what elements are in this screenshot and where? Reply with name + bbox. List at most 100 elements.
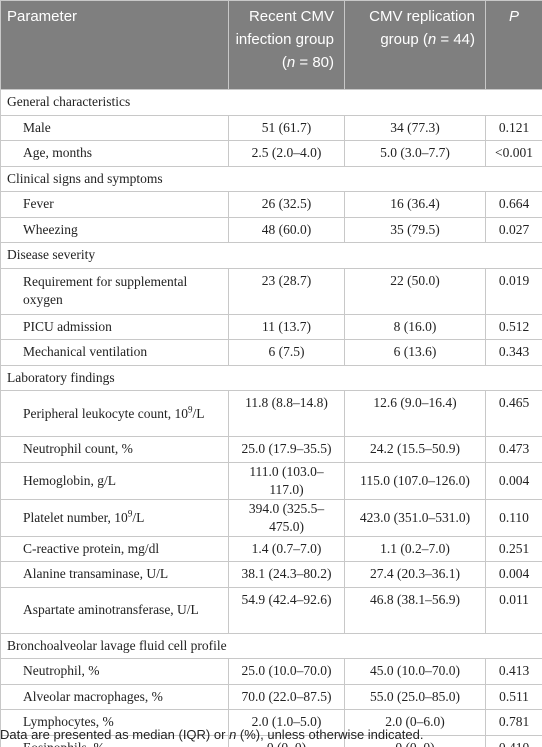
value-cell: 6 (7.5) (228, 339, 345, 366)
text-run: PICU admission (23, 318, 112, 334)
cell-text: 6 (13.6) (393, 344, 437, 360)
cell-text: 1.4 (0.7–7.0) (251, 540, 322, 556)
value-cell: 5.0 (3.0–7.7) (344, 140, 486, 167)
value-cell: 0.664 (485, 191, 542, 218)
cell-text: 2.5 (2.0–4.0) (251, 145, 322, 161)
value-cell: 1.4 (0.7–7.0) (228, 535, 345, 562)
value-cell: 54.9 (42.4–92.6) (228, 586, 345, 634)
text-run: (%), unless otherwise indicated. (236, 727, 424, 742)
cell-text: 54.9 (42.4–92.6) (241, 591, 332, 607)
text-run: C-reactive protein, mg/dl (23, 540, 160, 556)
parameter-cell: Wheezing (0, 216, 229, 243)
table-body: General characteristics Male 51 (61.7) 34 (… (0, 89, 542, 747)
parameter-cell: PICU admission (0, 313, 229, 340)
parameter-cell: Alanine transaminase, U/L (0, 561, 229, 588)
cell-text: 5.0 (3.0–7.7) (380, 145, 450, 161)
cell-text: 0.121 (498, 119, 530, 135)
value-cell: 0.410 (485, 734, 542, 747)
cell-text: 11.8 (8.8–14.8) (245, 395, 328, 410)
data-row: Requirement for supplemental oxygen 23 (2… (0, 267, 542, 315)
text-run: Data are presented as median (IQR) or (0, 727, 230, 742)
header-row: Parameter Recent CMV infection group (n =… (0, 0, 542, 90)
parameter-cell: Peripheral leukocyte count, 109/L (0, 390, 229, 437)
parameter-cell: Male (0, 114, 229, 141)
section-row: Laboratory findings (0, 364, 542, 391)
parameter-cell: Neutrophil count, % (0, 436, 229, 463)
value-cell: 1.1 (0.2–7.0) (344, 535, 486, 562)
value-cell: 27.4 (20.3–36.1) (344, 561, 486, 588)
data-row: Aspartate aminotransferase, U/L 54.9 (42.… (0, 586, 542, 634)
cell-text: 38.1 (24.3–80.2) (241, 566, 332, 582)
text-run: Requirement for supplemental oxygen (23, 274, 188, 307)
cell-text: 0.410 (499, 740, 529, 747)
cell-text: 0.781 (498, 714, 530, 730)
data-row: Male 51 (61.7) 34 (77.3) 0.121 (0, 114, 542, 141)
cell-text: 1.1 (0.2–7.0) (380, 540, 450, 556)
text-run: Male (23, 119, 51, 135)
data-row: Alveolar macrophages, % 70.0 (22.0–87.5) 5… (0, 683, 542, 710)
italic-run: P (508, 8, 519, 25)
value-cell: 48 (60.0) (228, 216, 345, 243)
italic-run: n (229, 727, 237, 742)
cell-text: <0.001 (495, 145, 533, 161)
text-run: /L (192, 405, 205, 421)
text-run: Alveolar macrophages, % (23, 688, 163, 704)
parameter-cell: Fever (0, 191, 229, 218)
cell-text: 25.0 (17.9–35.5) (241, 441, 332, 457)
value-cell: 70.0 (22.0–87.5) (228, 683, 345, 710)
value-cell: 46.8 (38.1–56.9) (344, 586, 486, 634)
value-cell: 0.413 (485, 658, 542, 685)
value-cell: 45.0 (10.0–70.0) (344, 658, 486, 685)
cell-text: 34 (77.3) (390, 119, 440, 135)
footnote: Data are presented as median (IQR) or n … (0, 727, 423, 742)
data-row: Fever 26 (32.5) 16 (36.4) 0.664 (0, 191, 542, 218)
text-run: Recent CMV infection group ( (235, 8, 334, 71)
header-cell: P (485, 0, 542, 90)
cell-text: 0.413 (498, 663, 530, 679)
parameter-cell: Platelet number, 109/L (0, 498, 229, 537)
text-run: Aspartate aminotransferase, U/L (23, 602, 199, 617)
value-cell: 0.343 (485, 339, 542, 366)
parameter-cell: Mechanical ventilation (0, 339, 229, 366)
cell-text: 0.465 (498, 395, 530, 410)
value-cell: 26 (32.5) (228, 191, 345, 218)
cell-text: 111.0 (103.0–117.0) (249, 463, 324, 497)
value-cell: 25.0 (17.9–35.5) (228, 436, 345, 463)
value-cell: 23 (28.7) (228, 267, 345, 315)
value-cell: 0.011 (485, 586, 542, 634)
italic-run: n (427, 31, 437, 48)
value-cell: 0.251 (485, 535, 542, 562)
section-title: Disease severity (7, 247, 96, 263)
data-row: Mechanical ventilation 6 (7.5) 6 (13.6) 0.3… (0, 339, 542, 366)
cell-text: 0.011 (499, 591, 529, 607)
value-cell: 394.0 (325.5–475.0) (228, 498, 345, 537)
cell-text: 11 (13.7) (262, 318, 311, 334)
value-cell: 38.1 (24.3–80.2) (228, 561, 345, 588)
cell-text: 115.0 (107.0–126.0) (360, 472, 470, 488)
cell-text: 0.019 (498, 272, 530, 288)
value-cell: 0.511 (485, 683, 542, 710)
italic-run: n (286, 54, 296, 71)
value-cell: 0.473 (485, 436, 542, 463)
data-row: Peripheral leukocyte count, 109/L 11.8 (8… (0, 390, 542, 437)
value-cell: <0.001 (485, 140, 542, 167)
text-run: Neutrophil count, % (23, 441, 133, 457)
value-cell: 22 (50.0) (344, 267, 486, 315)
value-cell: 0.512 (485, 313, 542, 340)
section-cell: Laboratory findings (0, 364, 542, 391)
cell-text: 45.0 (10.0–70.0) (370, 663, 460, 679)
cell-text: 23 (28.7) (261, 272, 312, 288)
cell-text: 70.0 (22.0–87.5) (241, 688, 332, 704)
data-row: Alanine transaminase, U/L 38.1 (24.3–80.2… (0, 561, 542, 588)
cell-text: 2.0 (1.0–5.0) (251, 714, 322, 730)
section-title: Clinical signs and symptoms (7, 170, 163, 186)
text-run: = 44) (436, 31, 475, 48)
section-cell: General characteristics (0, 89, 542, 116)
value-cell: 16 (36.4) (344, 191, 486, 218)
cell-text: 26 (32.5) (261, 196, 312, 212)
value-cell: 423.0 (351.0–531.0) (344, 498, 486, 537)
section-cell: Disease severity (0, 242, 542, 269)
data-row: Eosinophils, % 0 (0–0) 0 (0–0) 0.410 (0, 734, 542, 747)
